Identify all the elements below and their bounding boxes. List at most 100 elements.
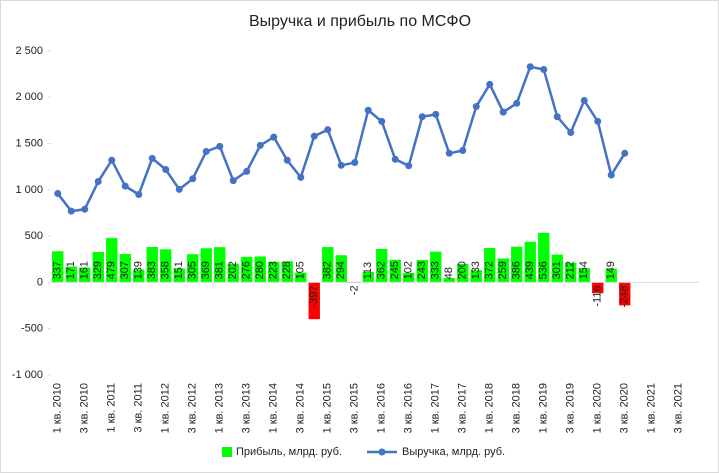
x-tick-label: 1 кв. 2014 <box>268 383 280 433</box>
bar <box>538 232 550 283</box>
point <box>364 106 372 114</box>
bar <box>281 261 293 283</box>
data-label: 479 <box>106 261 118 279</box>
x-tick-label: 1 кв. 2019 <box>538 383 550 433</box>
bar <box>200 248 212 283</box>
data-label: 372 <box>484 261 496 279</box>
data-label: 382 <box>322 261 334 279</box>
chart-title: Выручка и прибыль по МСФО <box>249 13 471 30</box>
x-tick-label: 1 кв. 2011 <box>106 383 118 433</box>
point <box>135 190 143 198</box>
bar <box>268 261 280 283</box>
data-label: 223 <box>268 261 280 279</box>
point <box>513 99 521 107</box>
point <box>121 182 129 190</box>
point <box>378 117 386 125</box>
x-tick-label: 3 кв. 2020 <box>619 383 631 433</box>
point <box>486 80 494 88</box>
bar <box>65 266 77 283</box>
bar <box>416 259 428 283</box>
data-label: 333 <box>430 261 442 279</box>
x-tick-label: 3 кв. 2017 <box>457 383 469 433</box>
y-tick-label: -1 000 <box>12 369 43 381</box>
data-label: 294 <box>335 261 347 279</box>
y-tick-label: 2 500 <box>15 45 43 57</box>
point <box>175 185 183 193</box>
point <box>405 162 413 170</box>
x-tick-label: 3 кв. 2014 <box>295 383 307 433</box>
x-tick-label: 1 кв. 2015 <box>322 383 334 433</box>
bar <box>254 256 266 283</box>
x-tick-label: 1 кв. 2012 <box>160 383 172 433</box>
x-tick-label: 3 кв. 2021 <box>673 383 685 433</box>
bar <box>227 263 239 283</box>
point <box>283 156 291 164</box>
point <box>607 171 615 179</box>
bar <box>295 272 307 283</box>
data-label: 383 <box>146 261 158 279</box>
y-tick-label: 0 <box>37 276 43 288</box>
data-label: 280 <box>254 261 266 279</box>
data-label: 301 <box>551 261 563 279</box>
data-label: 337 <box>52 261 64 279</box>
data-label: 362 <box>376 261 388 279</box>
point <box>202 147 210 155</box>
bar <box>160 249 172 283</box>
bar <box>389 259 401 283</box>
point <box>310 132 318 140</box>
data-label: 358 <box>160 261 172 279</box>
bar <box>511 246 523 283</box>
data-label: 329 <box>92 261 104 279</box>
bar <box>484 247 496 283</box>
data-label: 386 <box>511 261 523 279</box>
bar <box>619 282 631 306</box>
legend-label: Выручка, млрд. руб. <box>402 446 505 458</box>
point <box>324 126 332 134</box>
bar <box>335 255 347 283</box>
x-tick-label: 1 кв. 2018 <box>484 383 496 433</box>
legend-swatch <box>222 447 232 457</box>
data-label: 536 <box>538 261 550 279</box>
point <box>351 159 359 167</box>
data-label: 133 <box>470 261 482 279</box>
point <box>256 141 264 149</box>
bar <box>79 267 91 283</box>
point <box>337 161 345 169</box>
point <box>526 63 534 71</box>
point <box>540 66 548 74</box>
x-tick-label: 3 кв. 2019 <box>565 383 577 433</box>
data-label: 276 <box>241 261 253 279</box>
bar <box>497 258 509 283</box>
bar <box>524 241 536 283</box>
point <box>162 165 170 173</box>
bar <box>173 268 185 283</box>
point <box>594 117 602 125</box>
data-label: -248 <box>619 285 631 307</box>
data-label: 245 <box>389 261 401 279</box>
x-tick-label: 3 кв. 2015 <box>349 383 361 433</box>
bar <box>605 268 617 283</box>
y-tick-label: 2 000 <box>15 91 43 103</box>
data-label: -116 <box>592 285 604 306</box>
data-label: 439 <box>524 261 536 279</box>
point <box>67 207 75 215</box>
data-label: 105 <box>295 261 307 279</box>
x-tick-label: 3 кв. 2010 <box>79 383 91 433</box>
point <box>553 113 561 121</box>
point <box>499 108 507 116</box>
legend-marker <box>378 448 386 456</box>
point <box>229 177 237 185</box>
bar <box>470 270 482 283</box>
bar <box>241 256 253 283</box>
data-label: 381 <box>214 261 226 279</box>
bar <box>92 251 104 283</box>
point <box>216 142 224 150</box>
bar <box>443 277 455 283</box>
legend-label: Прибыль, млрд. руб. <box>236 446 342 458</box>
bar <box>362 271 374 283</box>
bar <box>403 272 415 283</box>
point <box>391 155 399 163</box>
x-tick-label: 1 кв. 2013 <box>214 383 226 433</box>
data-label: -2 <box>349 285 361 295</box>
